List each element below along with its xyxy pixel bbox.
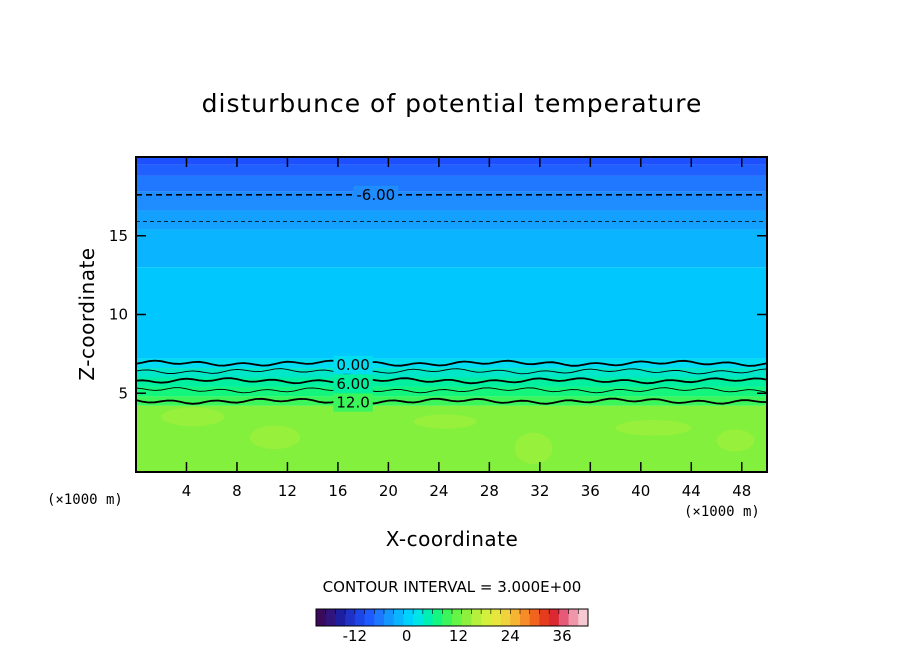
contour-label-2: 6.00	[336, 375, 369, 393]
x-tick-label-11: 48	[732, 482, 751, 500]
x-tick-label-9: 40	[631, 482, 650, 500]
field-band-10	[136, 386, 767, 397]
contour-label-bg-0	[353, 185, 399, 204]
field-patch-5	[716, 429, 755, 452]
contour-line-2	[136, 359, 767, 367]
colorbar-swatch-21	[520, 609, 531, 626]
contour-line-4	[136, 377, 767, 385]
x-tick-label-8: 36	[581, 482, 600, 500]
colorbar-swatch-27	[578, 609, 589, 626]
contour-line-3	[136, 368, 767, 375]
field-band-3	[136, 191, 767, 211]
colorbar-tick-label-2: 12	[449, 627, 468, 645]
colorbar-swatch-17	[481, 609, 492, 626]
colorbar-swatch-8	[393, 609, 404, 626]
y-tick-label-2: 15	[109, 227, 128, 245]
contour-label-bg-2	[333, 374, 373, 393]
x-unit-label: (×1000 m)	[684, 504, 760, 520]
colorbar-swatch-14	[452, 609, 463, 626]
x-tick-label-6: 28	[480, 482, 499, 500]
colorbar-swatch-22	[529, 609, 540, 626]
colorbar-swatch-4	[354, 609, 366, 626]
contour-lines	[136, 194, 767, 405]
contour-label-0: -6.00	[356, 186, 395, 204]
colorbar-swatch-5	[364, 609, 375, 626]
colorbar-tick-label-0: -12	[343, 627, 368, 645]
field-patch-1	[249, 425, 301, 450]
colorbar-swatch-16	[471, 609, 482, 626]
colorbar-swatch-23	[539, 609, 550, 626]
colorbar-swatch-1	[325, 609, 336, 626]
contour-line-5	[136, 387, 767, 394]
field-band-4	[136, 210, 767, 230]
x-tick-label-5: 24	[429, 482, 448, 500]
contour-line-6	[136, 397, 767, 405]
contour-label-bg-3	[333, 393, 373, 412]
colorbar-swatch-18	[490, 609, 502, 626]
field-patch-3	[514, 432, 553, 465]
field-band-8	[136, 368, 767, 378]
colorbar: -12 0 12 24 36	[315, 608, 589, 645]
x-tick-label-1: 8	[232, 482, 242, 500]
colorbar-swatch-15	[461, 609, 472, 626]
colorbar-swatch-24	[549, 609, 560, 626]
field-band-2	[136, 175, 767, 192]
field-band-6	[136, 267, 767, 359]
field-band-1	[136, 164, 767, 176]
x-axis-title: X-coordinate	[386, 527, 519, 551]
contour-label-bg-1	[333, 355, 373, 374]
colorbar-swatch-26	[568, 609, 579, 626]
colorbar-tick-label-1: 0	[402, 627, 412, 645]
x-tick-label-4: 20	[379, 482, 398, 500]
colorbar-swatch-25	[558, 609, 570, 626]
contour-label-1: 0.00	[336, 356, 369, 374]
x-axis-ticks: 4 8 12 16 20 24 28 32 36 40 44 48	[182, 157, 751, 500]
colorbar-frame	[315, 608, 589, 627]
x-tick-label-3: 16	[328, 482, 347, 500]
colorbar-swatch-6	[374, 609, 385, 626]
colorbar-tick-label-3: 24	[501, 627, 520, 645]
field-band-5	[136, 229, 767, 268]
field-patch-0	[161, 407, 225, 427]
colorbar-swatch-2	[335, 609, 346, 626]
colorbar-swatch-3	[345, 609, 356, 626]
colorbar-swatch-20	[510, 609, 521, 626]
y-tick-label-0: 5	[118, 384, 128, 402]
y-axis-ticks: 5 10 15	[109, 227, 767, 402]
contour-label-3: 12.0	[336, 394, 369, 412]
field-patch-4	[615, 420, 692, 436]
colorbar-swatch-0	[316, 609, 327, 626]
contour-interval-label: CONTOUR INTERVAL = 3.000E+00	[323, 578, 582, 596]
chart-title: disturbunce of potential temperature	[202, 89, 703, 118]
colorbar-swatch-19	[500, 609, 511, 626]
colorbar-swatch-9	[403, 609, 414, 626]
y-unit-label: (×1000 m)	[47, 492, 123, 508]
colorbar-swatch-10	[413, 609, 424, 626]
x-tick-label-2: 12	[278, 482, 297, 500]
field-patch-2	[413, 414, 477, 429]
colorbar-swatch-11	[422, 609, 434, 626]
colorbar-swatch-12	[432, 609, 443, 626]
y-tick-label-1: 10	[109, 306, 128, 324]
y-axis-title: Z-coordinate	[75, 247, 99, 380]
x-tick-label-0: 4	[182, 482, 192, 500]
colorbar-swatch-7	[384, 609, 395, 626]
field-band-9	[136, 377, 767, 387]
colorbar-tick-label-4: 36	[553, 627, 572, 645]
field-bands	[136, 157, 767, 472]
x-tick-label-10: 44	[682, 482, 701, 500]
colorbar-swatch-13	[442, 609, 453, 626]
x-tick-label-7: 32	[530, 482, 549, 500]
field-band-0	[136, 157, 767, 165]
